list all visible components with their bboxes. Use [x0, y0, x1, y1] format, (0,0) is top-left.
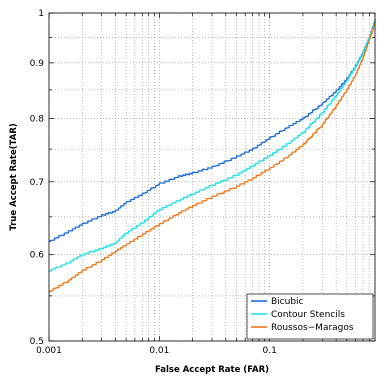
series-layer	[49, 19, 376, 293]
plot-area	[49, 13, 375, 341]
x-tick-labels: 0.001 0.01 0.1	[36, 346, 277, 356]
x-tick-label: 0.001	[36, 346, 62, 356]
y-tick-label: 0.6	[30, 251, 45, 261]
legend-label: Bicubic	[271, 297, 304, 307]
y-tick-label: 0.5	[30, 337, 44, 347]
legend-box	[246, 293, 374, 340]
y-tick-label: 1	[38, 9, 44, 19]
grid	[48, 12, 376, 342]
y-tick-label: 0.9	[30, 59, 45, 69]
series-line-roussos-maragos	[49, 22, 376, 293]
x-axis-title: False Accept Rate (FAR)	[155, 365, 269, 375]
y-tick-labels: 0.5 0.6 0.7 0.8 0.9 1	[30, 9, 45, 347]
y-tick-label: 0.7	[30, 178, 44, 188]
series-line-bicubic	[49, 19, 376, 243]
y-tick-label: 0.8	[30, 115, 45, 125]
x-tick-label: 0.1	[263, 346, 277, 356]
legend-label: Roussos−Maragos	[271, 323, 354, 333]
x-tick-label: 0.01	[149, 346, 169, 356]
legend-label: Contour Stencils	[271, 310, 345, 320]
series-line-contour-stencils	[49, 20, 376, 272]
legend: Bicubic Contour Stencils Roussos−Maragos	[246, 293, 374, 340]
y-axis-title: True Accept Rate(TAR)	[9, 123, 19, 231]
